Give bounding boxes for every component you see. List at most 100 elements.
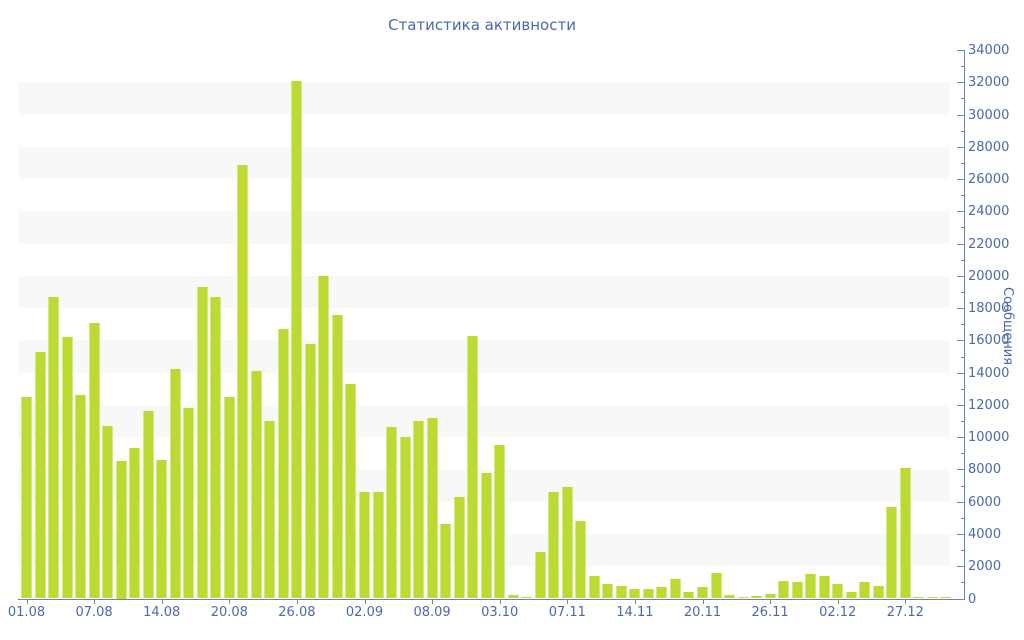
y-minor-tick	[960, 130, 964, 132]
y-minor-tick	[960, 324, 964, 326]
bar-51	[710, 572, 722, 599]
bar-15	[223, 396, 235, 599]
y-tick-label: 22000	[968, 236, 1010, 252]
bar-43	[602, 583, 614, 599]
bar-0	[21, 396, 32, 599]
bar-30	[426, 417, 438, 599]
y-tick-label: 32000	[968, 75, 1010, 91]
bar-50	[697, 587, 708, 599]
y-minor-tick	[960, 66, 964, 68]
bar-8	[129, 448, 141, 599]
y-major-tick	[957, 598, 964, 600]
grid-band	[18, 146, 950, 180]
bar-33	[467, 335, 479, 599]
x-tick-label: 08.09	[413, 604, 451, 620]
bar-3	[61, 337, 73, 599]
bar-66	[913, 596, 925, 599]
x-tick	[634, 599, 636, 604]
bar-35	[494, 445, 506, 599]
y-axis-title: Сообщения	[1000, 286, 1015, 365]
bar-63	[872, 585, 884, 599]
x-tick	[837, 599, 839, 604]
bar-32	[453, 496, 465, 599]
x-tick	[26, 599, 28, 604]
y-minor-tick	[960, 582, 964, 584]
bar-40	[561, 487, 573, 599]
x-tick	[770, 599, 772, 604]
y-major-tick	[957, 50, 964, 51]
bar-25	[359, 492, 370, 599]
x-tick-label: 02.12	[819, 604, 857, 620]
x-tick	[94, 599, 96, 604]
x-tick	[296, 599, 298, 604]
bar-54	[751, 596, 763, 599]
bar-11	[169, 369, 181, 599]
y-major-tick	[957, 566, 964, 568]
x-tick-label: 01.08	[7, 604, 46, 620]
y-major-tick	[957, 82, 964, 84]
x-tick-label: 20.08	[210, 604, 248, 620]
bar-18	[264, 421, 276, 599]
y-major-tick	[957, 114, 964, 116]
bar-23	[331, 314, 343, 599]
bar-58	[805, 574, 817, 599]
y-minor-tick	[960, 98, 964, 100]
bar-41	[575, 521, 587, 599]
bar-10	[156, 459, 168, 599]
bar-68	[940, 596, 952, 599]
bar-36	[507, 595, 519, 599]
y-minor-tick	[960, 453, 964, 455]
y-minor-tick	[960, 195, 964, 197]
y-tick-label: 0	[968, 591, 977, 607]
bar-34	[480, 472, 492, 599]
bar-53	[737, 596, 749, 599]
bar-16	[237, 164, 249, 599]
bar-27	[386, 427, 398, 599]
bar-65	[899, 467, 911, 599]
x-tick	[702, 599, 704, 604]
y-tick-label: 12000	[968, 397, 1010, 413]
x-tick-label: 26.08	[278, 604, 316, 620]
y-major-tick	[957, 372, 964, 374]
y-tick-label: 20000	[968, 268, 1010, 284]
grid-band	[18, 211, 950, 244]
x-tick	[229, 599, 231, 604]
bar-67	[926, 596, 938, 599]
bar-47	[656, 587, 668, 599]
y-minor-tick	[960, 259, 964, 261]
bar-42	[588, 575, 600, 599]
y-major-tick	[957, 211, 964, 213]
y-tick-label: 28000	[968, 139, 1010, 155]
x-tick	[432, 599, 434, 604]
grid-band	[18, 404, 950, 438]
bar-28	[399, 437, 411, 599]
chart-title: Статистика активности	[388, 16, 576, 34]
bar-1	[34, 351, 46, 599]
bar-57	[791, 582, 803, 599]
bar-31	[440, 524, 452, 599]
bar-26	[372, 492, 384, 599]
bar-56	[778, 580, 790, 599]
y-major-tick	[957, 469, 964, 471]
x-tick-label: 14.11	[616, 604, 654, 620]
grid-band	[18, 82, 950, 115]
x-tick-label: 26.11	[751, 604, 789, 620]
x-tick	[499, 599, 501, 604]
bar-2	[48, 296, 60, 599]
y-major-tick	[957, 533, 964, 535]
bar-4	[75, 395, 87, 599]
x-tick	[567, 599, 569, 604]
bar-37	[521, 596, 533, 599]
bar-29	[413, 421, 425, 599]
bar-19	[277, 329, 289, 599]
x-tick	[905, 599, 907, 604]
bar-44	[615, 585, 627, 599]
y-tick-label: 26000	[968, 172, 1010, 188]
x-tick	[161, 599, 163, 604]
bar-14	[210, 296, 222, 599]
y-minor-tick	[960, 356, 964, 358]
bar-6	[102, 425, 114, 599]
bar-45	[629, 588, 641, 599]
bar-59	[818, 575, 830, 599]
